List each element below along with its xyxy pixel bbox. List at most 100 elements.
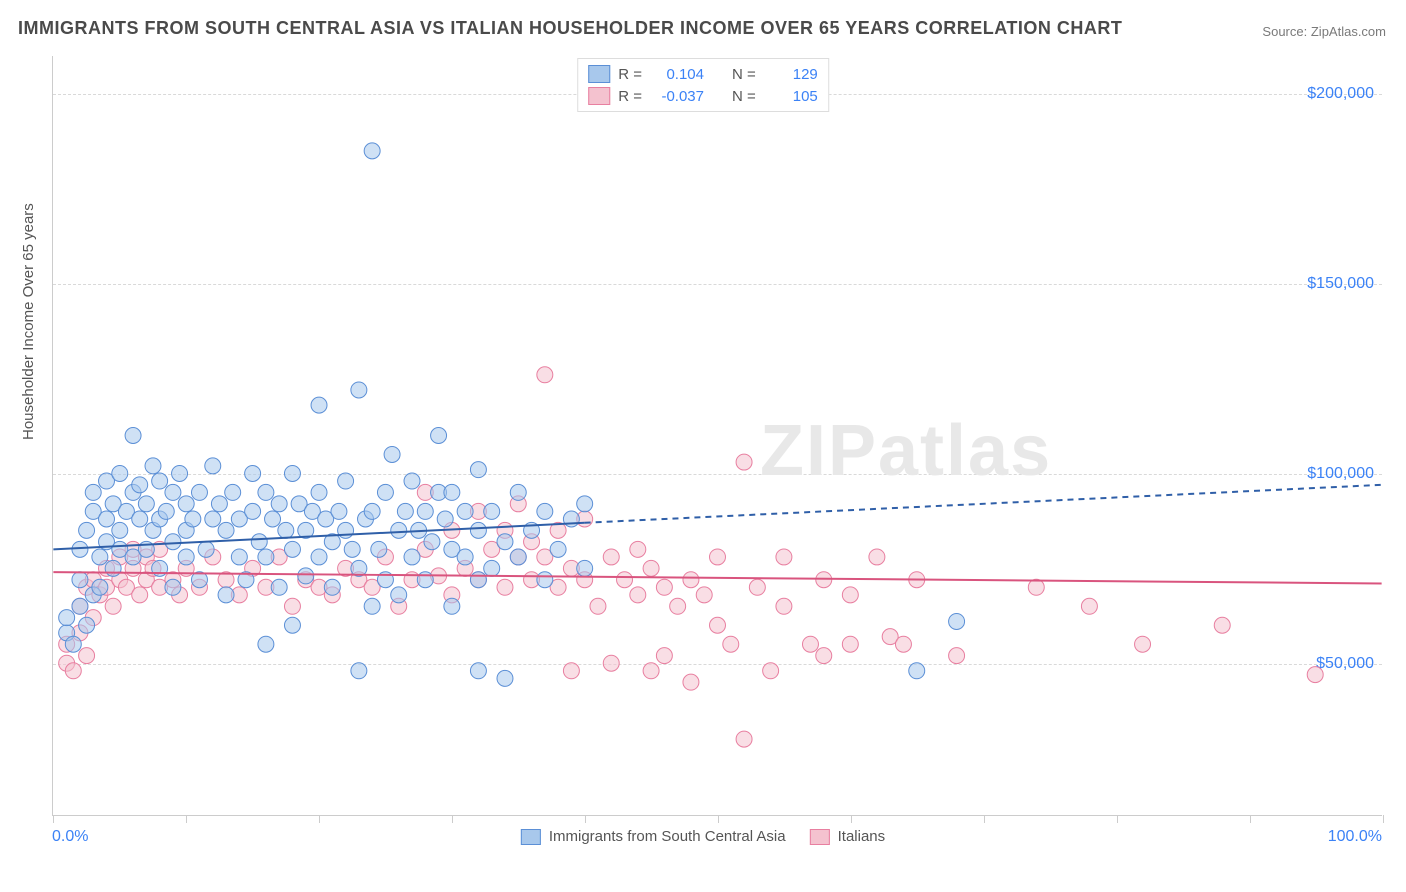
data-point — [99, 511, 115, 527]
data-point — [79, 648, 95, 664]
data-point — [397, 503, 413, 519]
x-tick — [319, 815, 320, 823]
data-point — [258, 549, 274, 565]
x-tick — [452, 815, 453, 823]
data-point — [311, 484, 327, 500]
data-point — [484, 503, 500, 519]
data-point — [258, 636, 274, 652]
data-point — [763, 663, 779, 679]
data-point — [497, 534, 513, 550]
data-point — [563, 663, 579, 679]
chart-plot-area: $50,000$100,000$150,000$200,000 — [52, 56, 1382, 816]
data-point — [377, 484, 393, 500]
data-point — [630, 541, 646, 557]
data-point — [417, 503, 433, 519]
x-tick — [53, 815, 54, 823]
x-tick — [718, 815, 719, 823]
data-point — [245, 503, 261, 519]
data-point — [949, 613, 965, 629]
data-point — [92, 549, 108, 565]
data-point — [132, 587, 148, 603]
data-point — [298, 568, 314, 584]
data-point — [258, 484, 274, 500]
data-point — [278, 522, 294, 538]
data-point — [391, 522, 407, 538]
data-point — [311, 397, 327, 413]
chart-title: IMMIGRANTS FROM SOUTH CENTRAL ASIA VS IT… — [18, 18, 1122, 39]
data-point — [842, 587, 858, 603]
data-point — [696, 587, 712, 603]
data-point — [265, 511, 281, 527]
data-point — [284, 541, 300, 557]
data-point — [65, 636, 81, 652]
data-point — [271, 579, 287, 595]
x-min-label: 0.0% — [52, 828, 88, 846]
data-point — [670, 598, 686, 614]
data-point — [132, 511, 148, 527]
r-value-blue: 0.104 — [650, 66, 704, 83]
data-point — [550, 541, 566, 557]
x-tick — [1383, 815, 1384, 823]
data-point — [577, 560, 593, 576]
data-point — [683, 572, 699, 588]
data-point — [178, 549, 194, 565]
data-point — [284, 617, 300, 633]
data-point — [72, 541, 88, 557]
data-point — [384, 446, 400, 462]
data-point — [284, 465, 300, 481]
data-point — [311, 549, 327, 565]
data-point — [710, 549, 726, 565]
data-point — [145, 458, 161, 474]
data-point — [251, 534, 267, 550]
data-point — [484, 560, 500, 576]
n-value-blue: 129 — [764, 66, 818, 83]
data-point — [444, 598, 460, 614]
data-point — [643, 560, 659, 576]
data-point — [79, 522, 95, 538]
n-label: N = — [732, 66, 756, 83]
x-max-label: 100.0% — [1328, 828, 1382, 846]
data-point — [225, 484, 241, 500]
data-point — [112, 465, 128, 481]
data-point — [510, 549, 526, 565]
data-point — [364, 503, 380, 519]
legend-swatch-blue-bottom — [521, 829, 541, 845]
legend-row-blue: R = 0.104 N = 129 — [588, 63, 818, 85]
data-point — [802, 636, 818, 652]
data-point — [643, 663, 659, 679]
data-point — [656, 579, 672, 595]
data-point — [630, 587, 646, 603]
data-point — [909, 663, 925, 679]
data-point — [431, 428, 447, 444]
data-point — [1135, 636, 1151, 652]
x-tick — [585, 815, 586, 823]
data-point — [198, 541, 214, 557]
data-point — [457, 503, 473, 519]
data-point — [351, 663, 367, 679]
legend-swatch-pink — [588, 87, 610, 105]
source-value: ZipAtlas.com — [1311, 24, 1386, 39]
trend-line — [585, 485, 1382, 523]
data-point — [470, 572, 486, 588]
x-tick — [984, 815, 985, 823]
data-point — [324, 579, 340, 595]
data-point — [338, 473, 354, 489]
legend-swatch-blue — [588, 65, 610, 83]
data-point — [417, 572, 433, 588]
data-point — [510, 484, 526, 500]
data-point — [351, 382, 367, 398]
data-point — [842, 636, 858, 652]
data-point — [437, 511, 453, 527]
data-point — [497, 579, 513, 595]
data-point — [284, 598, 300, 614]
data-point — [112, 522, 128, 538]
data-point — [85, 484, 101, 500]
legend-swatch-pink-bottom — [810, 829, 830, 845]
data-point — [371, 541, 387, 557]
legend-item-blue: Immigrants from South Central Asia — [521, 828, 786, 845]
data-point — [816, 648, 832, 664]
data-point — [1307, 667, 1323, 683]
n-value-pink: 105 — [764, 88, 818, 105]
data-point — [245, 465, 261, 481]
data-point — [1028, 579, 1044, 595]
